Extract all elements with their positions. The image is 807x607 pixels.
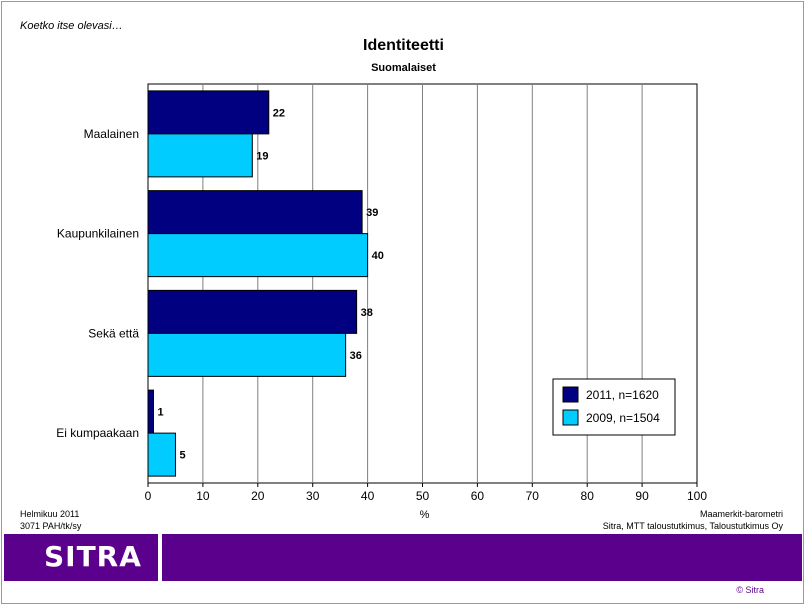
- data-label: 1: [157, 407, 163, 419]
- bar: [147, 432, 176, 477]
- x-tick-label: 30: [306, 489, 320, 503]
- bar: [147, 289, 358, 334]
- x-tick-label: 40: [361, 489, 375, 503]
- legend-swatch: [562, 409, 579, 426]
- x-tick-label: 60: [471, 489, 485, 503]
- footer-left: Helmikuu 2011 3071 PAH/tk/sy: [20, 508, 81, 532]
- question-text: Koetko itse olevasi…: [20, 20, 123, 32]
- data-label: 36: [350, 350, 362, 362]
- x-tick-label: 100: [687, 489, 707, 503]
- bar: [147, 389, 154, 434]
- legend-label: 2009, n=1504: [586, 411, 660, 425]
- x-tick-label: 50: [416, 489, 430, 503]
- x-tick-label: 20: [251, 489, 265, 503]
- chart-title: Identiteetti: [363, 37, 444, 54]
- x-tick-label: 10: [196, 489, 210, 503]
- data-label: 22: [273, 107, 285, 119]
- brand-band-right: [162, 534, 802, 581]
- copyright-text: © Sitra: [736, 585, 764, 595]
- x-tick-label: 70: [526, 489, 540, 503]
- category-label: Ei kumpaakaan: [56, 426, 139, 440]
- chart-subtitle: Suomalaiset: [371, 62, 436, 74]
- category-label: Kaupunkilainen: [57, 227, 139, 241]
- data-label: 38: [361, 307, 373, 319]
- category-label: Maalainen: [84, 127, 139, 141]
- bar: [147, 190, 363, 235]
- data-label: 5: [179, 450, 185, 462]
- footer-code: 3071 PAH/tk/sy: [20, 521, 82, 531]
- footer-right: Maamerkit-barometri Sitra, MTT taloustut…: [603, 508, 783, 532]
- bar: [147, 233, 369, 278]
- footer-source-name: Maamerkit-barometri: [699, 509, 783, 519]
- bar: [147, 90, 270, 135]
- x-axis-label: %: [420, 509, 430, 521]
- legend-label: 2011, n=1620: [586, 388, 659, 402]
- x-tick-label: 90: [635, 489, 649, 503]
- bar: [147, 133, 253, 178]
- x-tick-label: 0: [145, 489, 152, 503]
- data-label: 40: [372, 250, 384, 262]
- footer-source-orgs: Sitra, MTT taloustutkimus, Taloustutkimu…: [602, 521, 783, 531]
- sitra-logo: SITRA: [44, 540, 142, 573]
- footer-date: Helmikuu 2011: [20, 509, 80, 519]
- data-label: 19: [256, 150, 268, 162]
- brand-band-left: [4, 534, 158, 581]
- data-label: 39: [366, 207, 378, 219]
- legend-swatch: [562, 386, 579, 403]
- bar: [147, 332, 347, 377]
- x-tick-label: 80: [581, 489, 595, 503]
- category-label: Sekä että: [88, 326, 139, 340]
